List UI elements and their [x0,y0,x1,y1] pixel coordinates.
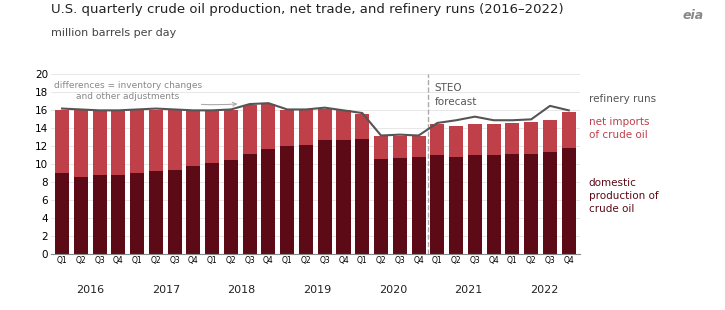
Bar [243,154,257,254]
Bar [299,144,313,254]
Bar [336,140,351,254]
Bar [130,110,144,173]
Bar [149,171,163,254]
Text: U.S. quarterly crude oil production, net trade, and refinery runs (2016–2022): U.S. quarterly crude oil production, net… [51,3,563,16]
Bar [111,110,125,175]
Bar [431,124,444,155]
Bar [412,157,426,254]
Bar [336,110,351,140]
Bar [562,148,576,254]
Bar [412,136,426,157]
Text: 2020: 2020 [378,285,407,295]
Text: 2016: 2016 [76,285,104,295]
Bar [393,158,407,254]
Bar [205,110,219,162]
Bar [393,135,407,158]
Bar [468,124,482,155]
Text: 2022: 2022 [530,285,558,295]
Bar [524,153,538,254]
Bar [374,136,388,159]
Bar [299,108,313,144]
Bar [562,112,576,148]
Text: net imports
of crude oil: net imports of crude oil [589,117,649,140]
Bar [111,175,125,254]
Bar [74,110,88,177]
Bar [486,124,501,155]
Bar [355,114,369,139]
Bar [318,108,332,140]
Bar [93,110,107,175]
Bar [243,105,257,154]
Bar [55,173,69,254]
Bar [149,110,163,171]
Bar [374,159,388,254]
Bar [486,155,501,254]
Bar [167,110,182,170]
Text: refinery runs: refinery runs [589,94,656,104]
Text: differences = inventory changes
and other adjustments: differences = inventory changes and othe… [54,81,236,106]
Text: 2019: 2019 [303,285,331,295]
Text: eia: eia [682,9,703,22]
Bar [186,166,200,254]
Text: 2018: 2018 [228,285,256,295]
Bar [449,126,463,157]
Bar [355,139,369,254]
Bar [543,120,557,152]
Bar [543,152,557,254]
Bar [280,146,294,254]
Text: 2017: 2017 [152,285,181,295]
Bar [431,155,444,254]
Bar [205,162,219,254]
Bar [505,123,520,154]
Bar [167,170,182,254]
Bar [262,149,276,254]
Text: domestic
production of
crude oil: domestic production of crude oil [589,178,658,214]
Bar [280,110,294,146]
Text: million barrels per day: million barrels per day [51,28,176,38]
Bar [505,154,520,254]
Bar [318,140,332,254]
Bar [468,155,482,254]
Bar [524,122,538,153]
Bar [74,177,88,254]
Text: STEO
forecast: STEO forecast [434,83,477,107]
Bar [224,160,238,254]
Bar [130,173,144,254]
Bar [262,104,276,149]
Bar [186,110,200,166]
Bar [93,175,107,254]
Bar [55,110,69,173]
Text: 2021: 2021 [455,285,483,295]
Bar [449,157,463,254]
Bar [224,110,238,160]
